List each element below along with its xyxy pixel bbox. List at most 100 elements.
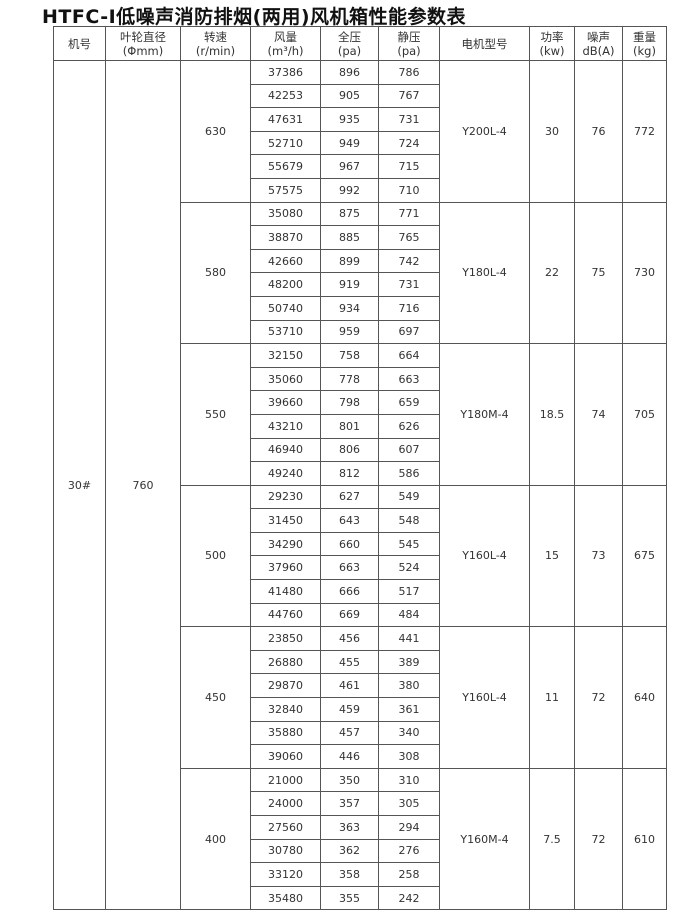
column-header: 转速 (r/min) (180, 26, 251, 61)
column-header: 噪声 dB(A) (574, 26, 623, 61)
static-pressure-cell: 310 (378, 767, 440, 793)
static-pressure-cell: 659 (378, 390, 440, 415)
table-row: 55679 967 715 (54, 154, 667, 179)
static-pressure-cell: 524 (378, 555, 440, 581)
total-pressure-cell: 669 (320, 602, 379, 628)
airflow-cell: 26880 (250, 649, 321, 675)
airflow-cell: 37960 (250, 555, 321, 581)
airflow-cell: 30780 (250, 838, 321, 864)
static-pressure-cell: 663 (378, 366, 440, 392)
static-pressure-cell: 767 (378, 83, 440, 109)
airflow-cell: 42253 (250, 83, 321, 109)
airflow-cell: 48200 (250, 272, 321, 297)
static-pressure-cell: 586 (378, 461, 440, 486)
table-row: 30780 362 276 (54, 838, 667, 864)
airflow-cell: 42660 (250, 248, 321, 274)
static-pressure-cell: 697 (378, 319, 440, 345)
total-pressure-cell: 446 (320, 744, 379, 769)
table-row: 39060 446 308 (54, 744, 667, 769)
static-pressure-cell: 549 (378, 484, 440, 510)
column-header: 机号 (53, 26, 106, 61)
static-pressure-cell: 626 (378, 413, 440, 439)
total-pressure-cell: 806 (320, 437, 379, 463)
airflow-cell: 33120 (250, 862, 321, 887)
speed-cell: 500 (180, 484, 251, 628)
table-row: 57575 992 710 (54, 177, 667, 203)
airflow-cell: 37386 (250, 60, 321, 85)
column-header: 重量 (kg) (622, 26, 667, 61)
total-pressure-cell: 934 (320, 295, 379, 321)
static-pressure-cell: 710 (378, 177, 440, 203)
total-pressure-cell: 459 (320, 697, 379, 722)
table-row: 450 23850 456 441 Y160L-4 11 72 640 (54, 626, 667, 769)
table-row: 53710 959 697 (54, 319, 667, 345)
static-pressure-cell: 742 (378, 248, 440, 274)
motor-model-cell: Y180L-4 (439, 201, 530, 345)
airflow-cell: 21000 (250, 767, 321, 793)
total-pressure-cell: 663 (320, 555, 379, 581)
motor-model-cell: Y200L-4 (439, 60, 530, 203)
noise-cell: 74 (574, 343, 623, 486)
static-pressure-cell: 340 (378, 720, 440, 746)
column-header-unit: (r/min) (195, 43, 236, 58)
power-cell: 15 (529, 484, 575, 628)
weight-cell: 610 (622, 767, 667, 911)
airflow-cell: 32840 (250, 697, 321, 722)
table-row: 27560 363 294 (54, 815, 667, 840)
static-pressure-cell: 258 (378, 862, 440, 887)
airflow-cell: 57575 (250, 177, 321, 203)
total-pressure-cell: 350 (320, 767, 379, 793)
weight-cell: 675 (622, 484, 667, 628)
static-pressure-cell: 517 (378, 579, 440, 604)
total-pressure-cell: 812 (320, 461, 379, 486)
static-pressure-cell: 484 (378, 602, 440, 628)
column-header-label: 静压 (397, 29, 421, 44)
motor-model-cell: Y160L-4 (439, 484, 530, 628)
column-header-label: 风量 (274, 29, 297, 44)
static-pressure-cell: 441 (378, 626, 440, 651)
table-row: 30# 760 630 37386 896 786 Y200L-4 30 76 772 (53, 59, 667, 911)
static-pressure-cell: 731 (378, 107, 440, 132)
total-pressure-cell: 358 (320, 862, 379, 887)
column-header-label: 机号 (68, 36, 91, 51)
static-pressure-cell: 308 (378, 744, 440, 769)
total-pressure-cell: 666 (320, 579, 379, 604)
static-pressure-cell: 380 (378, 673, 440, 699)
column-header-unit: dB(A) (582, 43, 615, 58)
table-row: 24000 357 305 (54, 791, 667, 816)
total-pressure-cell: 778 (320, 366, 379, 392)
static-pressure-cell: 765 (378, 225, 440, 250)
airflow-cell: 52710 (250, 130, 321, 156)
static-pressure-cell: 361 (378, 697, 440, 722)
airflow-cell: 49240 (250, 461, 321, 486)
column-header-label: 重量 (633, 29, 656, 44)
airflow-cell: 24000 (250, 791, 321, 816)
table-row: 35880 457 340 (54, 720, 667, 746)
airflow-cell: 39060 (250, 744, 321, 769)
table-row: 47631 935 731 (54, 107, 667, 132)
column-header-label: 噪声 (587, 29, 610, 44)
static-pressure-cell: 716 (378, 295, 440, 321)
static-pressure-cell: 731 (378, 272, 440, 297)
column-header: 静压 (pa) (378, 26, 440, 61)
airflow-cell: 34290 (250, 531, 321, 557)
table-row: 42660 899 742 (54, 248, 667, 274)
noise-cell: 72 (574, 626, 623, 769)
power-cell: 22 (529, 201, 575, 345)
total-pressure-cell: 363 (320, 815, 379, 840)
total-pressure-cell: 919 (320, 272, 379, 297)
static-pressure-cell: 715 (378, 154, 440, 179)
total-pressure-cell: 461 (320, 673, 379, 699)
table-row: 35480 355 242 (54, 885, 667, 911)
table-row: 48200 919 731 (54, 272, 667, 297)
speed-cell: 630 (180, 60, 251, 203)
static-pressure-cell: 294 (378, 815, 440, 840)
motor-model-cell: Y180M-4 (439, 343, 530, 486)
column-header-label: 电机型号 (461, 36, 508, 51)
airflow-cell: 29870 (250, 673, 321, 699)
machine-no-cell: 30# (53, 59, 106, 911)
total-pressure-cell: 627 (320, 484, 379, 510)
total-pressure-cell: 801 (320, 413, 379, 439)
total-pressure-cell: 959 (320, 319, 379, 345)
column-header-label: 转速 (204, 29, 227, 44)
